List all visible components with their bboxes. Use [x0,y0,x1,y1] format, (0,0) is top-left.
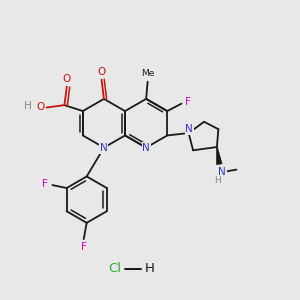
Text: O: O [98,67,106,77]
Text: H: H [214,176,221,185]
Text: N: N [218,167,226,177]
Text: N: N [100,143,108,153]
Text: F: F [42,179,48,189]
Text: O: O [36,102,44,112]
Text: Cl: Cl [108,262,121,275]
Text: H: H [24,101,32,111]
Text: N: N [142,143,150,153]
Text: N: N [185,124,193,134]
Text: Me: Me [142,69,155,78]
Polygon shape [216,147,222,165]
Text: O: O [63,74,71,84]
Text: F: F [185,98,191,107]
Text: F: F [81,242,87,252]
Text: H: H [145,262,155,275]
